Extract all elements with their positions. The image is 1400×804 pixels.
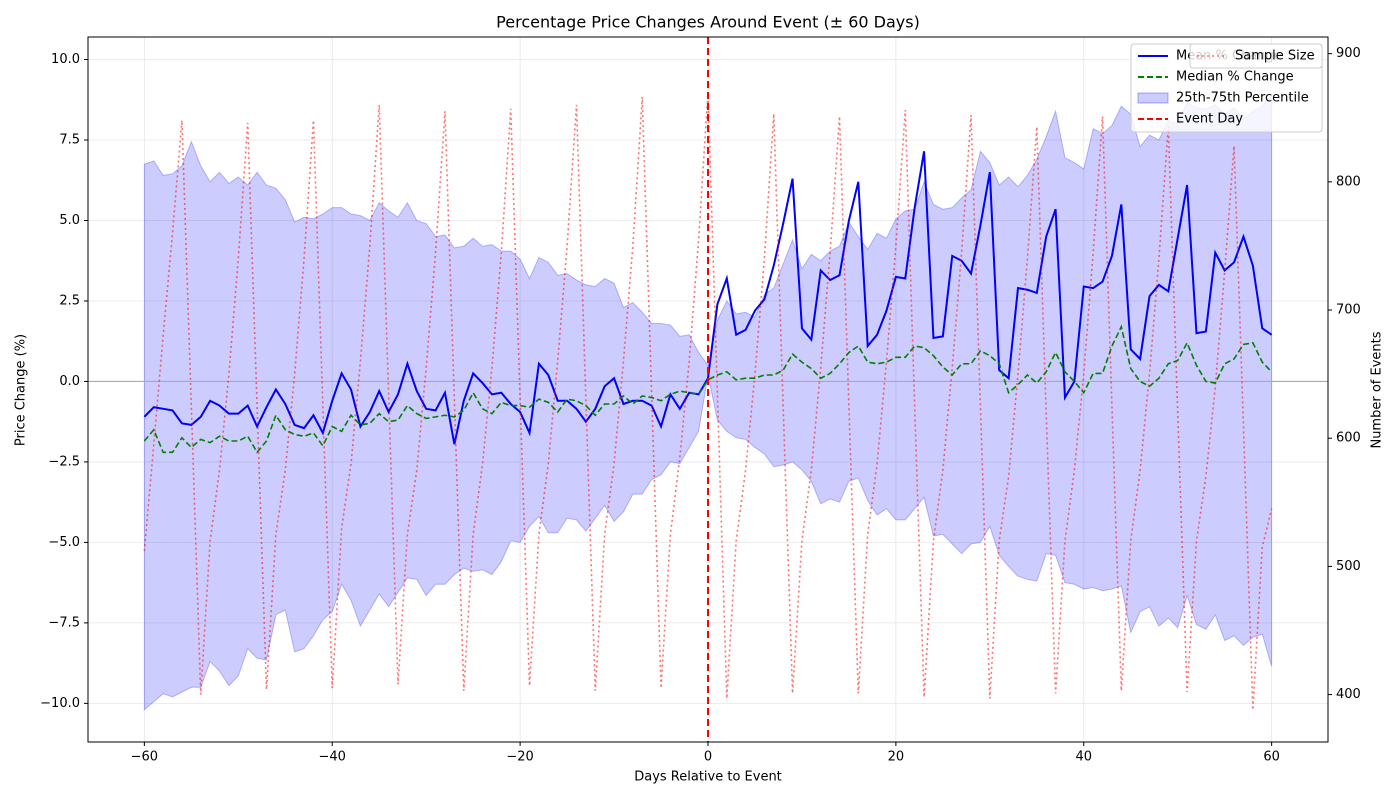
x-tick-label: 40 (1075, 750, 1092, 765)
legend-label: Event Day (1176, 112, 1243, 127)
plot-area (88, 37, 1328, 742)
legend-swatch (1137, 92, 1169, 104)
y-tick-label: −5.0 (48, 535, 80, 550)
x-tick-label: 60 (1263, 750, 1280, 765)
x-tick-label: 20 (888, 750, 905, 765)
legend-label: Sample Size (1235, 49, 1315, 64)
y2-tick-label: 800 (1336, 174, 1361, 189)
legend-label: Median % Change (1176, 70, 1294, 85)
y2-tick-label: 700 (1336, 303, 1361, 318)
y-tick-label: 10.0 (51, 52, 80, 67)
y2-tick-label: 500 (1336, 559, 1361, 574)
x-axis-label: Days Relative to Event (634, 770, 782, 785)
y2-tick-label: 400 (1336, 687, 1361, 702)
legend-label: 25th-75th Percentile (1176, 91, 1309, 106)
series-line (143, 324, 1273, 454)
chart-title: Percentage Price Changes Around Event (±… (496, 13, 920, 32)
percentile-band (143, 93, 1273, 711)
x-tick-label: −40 (319, 750, 346, 765)
y-tick-label: 0.0 (59, 374, 80, 389)
y2-tick-label: 600 (1336, 431, 1361, 446)
y-tick-label: 7.5 (59, 133, 80, 148)
y-tick-label: −2.5 (48, 454, 80, 469)
y-tick-label: 2.5 (59, 293, 80, 308)
y2-axis-label: Number of Events (1370, 331, 1385, 448)
x-tick-label: −60 (131, 750, 158, 765)
series-line (143, 92, 1273, 710)
y2-tick-label: 900 (1336, 46, 1361, 61)
legend-box (1189, 43, 1323, 69)
plot-frame (87, 36, 1329, 743)
x-tick-label: −20 (506, 750, 533, 765)
x-tick-label: 0 (704, 750, 712, 765)
y-tick-label: 5.0 (59, 213, 80, 228)
y-tick-label: −7.5 (48, 615, 80, 630)
y-axis-label: Price Change (%) (14, 334, 29, 446)
y-tick-label: −10.0 (40, 696, 80, 711)
